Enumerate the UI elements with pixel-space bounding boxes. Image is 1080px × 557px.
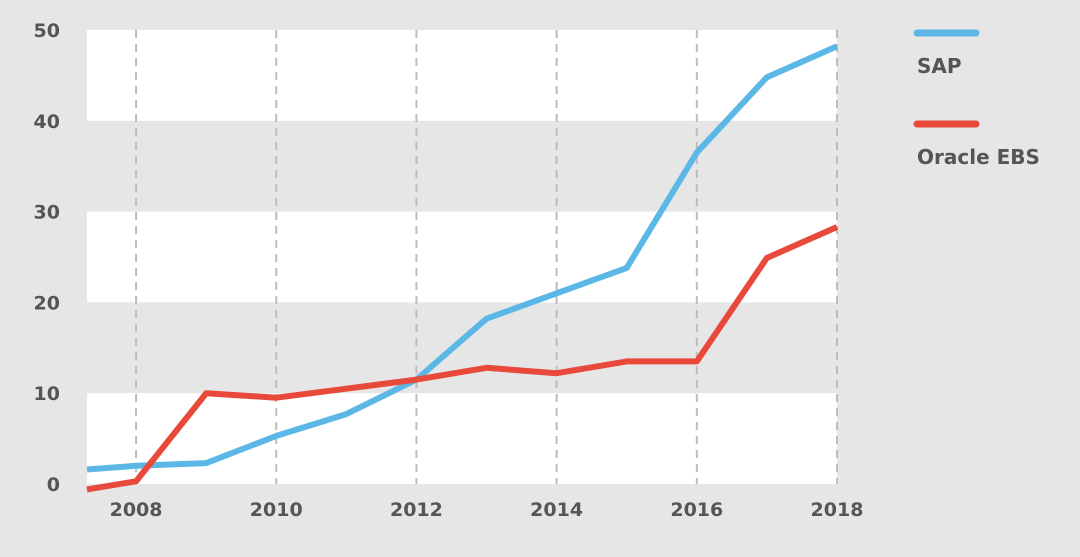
x-tick-label: 2016 — [670, 499, 723, 521]
legend: SAP Oracle EBS — [913, 29, 1040, 169]
x-tick-label: 2018 — [811, 499, 864, 521]
legend-label: Oracle EBS — [917, 145, 1040, 169]
background-bands — [87, 30, 837, 484]
y-tick-label: 0 — [47, 474, 60, 496]
x-tick-label: 2012 — [390, 499, 443, 521]
y-tick-label: 30 — [34, 202, 60, 224]
series-line-oracle-ebs — [86, 224, 839, 493]
y-axis-ticks: 0 10 20 30 40 50 — [34, 20, 60, 496]
series-lines — [86, 43, 839, 493]
band-white-1 — [87, 211, 837, 303]
series-line-sap — [86, 43, 839, 473]
y-tick-label: 10 — [34, 383, 60, 405]
y-tick-label: 50 — [34, 20, 60, 42]
y-tick-label: 40 — [34, 111, 60, 133]
x-tick-label: 2010 — [250, 499, 303, 521]
y-tick-label: 20 — [34, 292, 60, 314]
x-tick-label: 2014 — [530, 499, 583, 521]
x-tick-label: 2008 — [110, 499, 163, 521]
vertical-gridlines — [135, 30, 838, 484]
band-white-0 — [87, 393, 837, 484]
band-white-2 — [87, 30, 837, 121]
x-axis-ticks: 2008 2010 2012 2014 2016 2018 — [110, 499, 864, 521]
legend-label: SAP — [917, 54, 962, 78]
